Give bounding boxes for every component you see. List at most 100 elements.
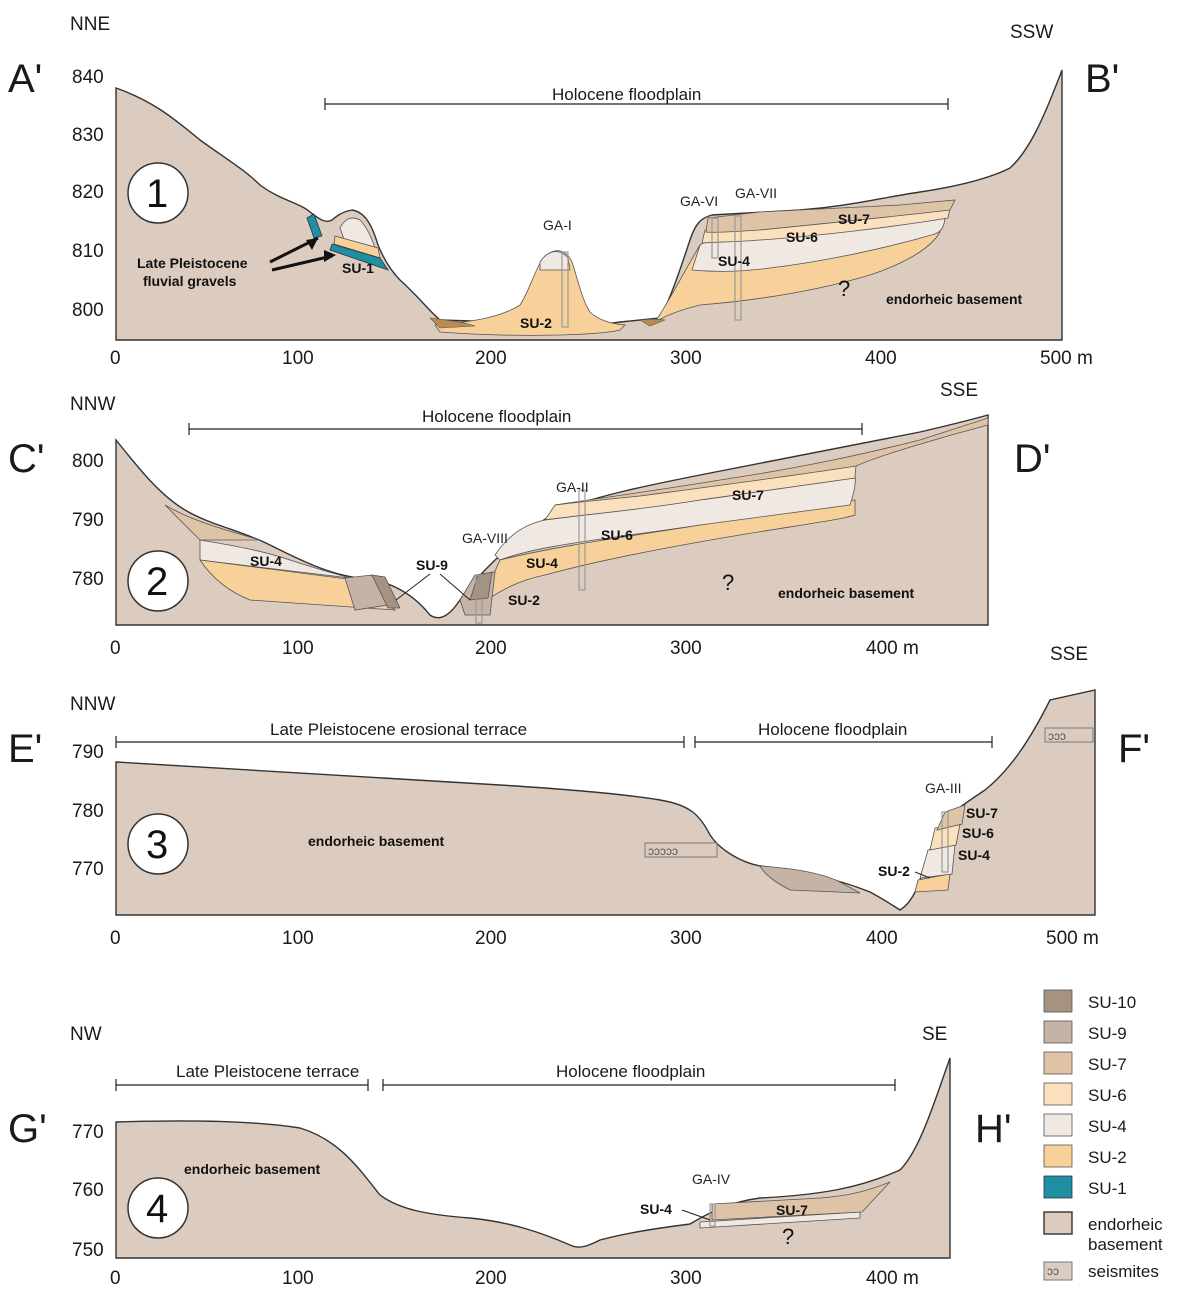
s3-terrace-bracket bbox=[115, 736, 685, 748]
s3-end-direction: SSE bbox=[1050, 644, 1088, 665]
s1-su1-upper bbox=[306, 213, 323, 239]
s2-su4-left-label: SU-4 bbox=[250, 553, 282, 569]
seismite-icon: ↄↄↄↄↄ bbox=[648, 844, 678, 858]
s1-x-tick: 400 bbox=[865, 348, 897, 369]
s1-su6-label: SU-6 bbox=[786, 229, 818, 245]
s2-y-tick: 790 bbox=[72, 510, 104, 531]
legend-label-line2: basement bbox=[1088, 1235, 1163, 1254]
s2-su9-leader bbox=[395, 573, 471, 601]
s2-su10-left bbox=[371, 574, 401, 609]
s3-seismites-left bbox=[644, 842, 718, 858]
s1-x-tick: 200 bbox=[475, 348, 507, 369]
s1-su4-label: SU-4 bbox=[718, 253, 750, 269]
s3-y-tick: 790 bbox=[72, 742, 104, 763]
seismite-icon: ↄↄↄ bbox=[1048, 729, 1066, 743]
s2-su9-label: SU-9 bbox=[416, 557, 448, 573]
s2-su6-label: SU-6 bbox=[601, 527, 633, 543]
s3-x-tick: 0 bbox=[110, 928, 121, 949]
legend-swatch-su2 bbox=[1043, 1144, 1073, 1168]
s1-su2-central bbox=[434, 250, 626, 336]
s2-su7-left bbox=[164, 504, 261, 541]
section-3: NNW SSE E' F' 790 780 770 Late Pleistoce… bbox=[8, 644, 1150, 949]
s2-su7-label: SU-7 bbox=[732, 487, 764, 503]
s4-x-tick: 100 bbox=[282, 1268, 314, 1289]
s1-borehole-ga-vii bbox=[734, 215, 742, 321]
s4-number: 4 bbox=[146, 1187, 168, 1231]
s1-borehole-ga-i bbox=[561, 251, 569, 328]
s3-x-tick: 300 bbox=[670, 928, 702, 949]
s1-borehole-ga-vi bbox=[711, 217, 719, 259]
s4-number-circle bbox=[127, 1177, 189, 1239]
s3-ga-iii-label: GA-III bbox=[925, 780, 962, 796]
legend-label: SU-7 bbox=[1088, 1055, 1127, 1074]
s3-su7-label: SU-7 bbox=[966, 805, 998, 821]
s4-su7-label: SU-7 bbox=[776, 1202, 808, 1218]
s2-bracket-label: Holocene floodplain bbox=[422, 407, 571, 426]
s1-y-tick: 830 bbox=[72, 125, 104, 146]
s1-x-tick: 100 bbox=[282, 348, 314, 369]
s1-number: 1 bbox=[146, 172, 168, 216]
s1-y-tick: 840 bbox=[72, 67, 104, 88]
s3-floodplain-label: Holocene floodplain bbox=[758, 720, 907, 739]
s4-basement-label: endorheic basement bbox=[184, 1161, 320, 1177]
s2-borehole-ga-viii bbox=[475, 574, 483, 624]
s1-y-tick: 820 bbox=[72, 182, 104, 203]
s4-terrace-bracket bbox=[115, 1079, 369, 1091]
s4-floodplain-label: Holocene floodplain bbox=[556, 1062, 705, 1081]
s3-su2 bbox=[914, 873, 951, 893]
s4-su4-leader bbox=[681, 1209, 711, 1221]
s1-y-tick: 810 bbox=[72, 241, 104, 262]
s1-su2-label: SU-2 bbox=[520, 315, 552, 331]
s3-end-label: F' bbox=[1118, 727, 1150, 771]
s2-end-label: D' bbox=[1014, 437, 1051, 481]
s4-floodplain-bracket bbox=[382, 1079, 896, 1091]
legend-swatch-su7 bbox=[1043, 1051, 1073, 1075]
s4-question-mark: ? bbox=[782, 1224, 794, 1249]
s1-bracket-label: Holocene floodplain bbox=[552, 85, 701, 104]
s2-ga-viii-label: GA-VIII bbox=[462, 530, 508, 546]
s3-start-label: E' bbox=[8, 727, 42, 771]
s4-ga-iv-label: GA-IV bbox=[692, 1171, 731, 1187]
legend-label: SU-10 bbox=[1088, 993, 1136, 1012]
s2-floodplain-bracket bbox=[188, 423, 863, 435]
s3-y-tick: 770 bbox=[72, 859, 104, 880]
s4-su7 bbox=[711, 1181, 891, 1221]
s3-su2-label: SU-2 bbox=[878, 863, 910, 879]
s1-start-label: A' bbox=[8, 57, 42, 101]
s2-x-tick: 100 bbox=[282, 638, 314, 659]
s1-start-direction: NNE bbox=[70, 14, 110, 35]
s1-ga-vi-label: GA-VI bbox=[680, 193, 718, 209]
s1-number-circle bbox=[127, 162, 189, 224]
s3-y-tick: 780 bbox=[72, 801, 104, 822]
legend-label: SU-1 bbox=[1088, 1179, 1127, 1198]
section-1: NNE SSW A' B' 840 830 820 810 800 Holoce… bbox=[8, 14, 1119, 369]
legend-label: endorheic bbox=[1088, 1215, 1163, 1234]
s1-basement-label: endorheic basement bbox=[886, 291, 1022, 307]
s4-y-tick: 750 bbox=[72, 1240, 104, 1261]
s3-x-tick: 100 bbox=[282, 928, 314, 949]
s4-basement bbox=[115, 1057, 951, 1259]
s3-number-circle bbox=[127, 813, 189, 875]
s1-x-tick: 500 m bbox=[1040, 348, 1093, 369]
s2-y-tick: 800 bbox=[72, 451, 104, 472]
s1-su7 bbox=[705, 199, 956, 233]
s2-start-direction: NNW bbox=[70, 394, 115, 415]
s4-start-direction: NW bbox=[70, 1024, 102, 1045]
s4-terrace-label: Late Pleistocene terrace bbox=[176, 1062, 359, 1081]
s1-end-direction: SSW bbox=[1010, 22, 1053, 43]
s1-dark-deposit bbox=[639, 318, 667, 327]
s1-gravels-label-1: Late Pleistocene bbox=[137, 255, 248, 271]
s2-x-tick: 400 m bbox=[866, 638, 919, 659]
legend-swatch-su9 bbox=[1043, 1020, 1073, 1044]
s1-floodplain-bracket bbox=[324, 98, 949, 110]
s1-dark-deposit bbox=[429, 317, 476, 329]
s2-su2-label: SU-2 bbox=[508, 592, 540, 608]
s3-x-tick: 500 m bbox=[1046, 928, 1099, 949]
s2-su4-label: SU-4 bbox=[526, 555, 558, 571]
s4-y-tick: 770 bbox=[72, 1122, 104, 1143]
s3-su4 bbox=[919, 844, 956, 879]
s4-x-tick: 400 m bbox=[866, 1268, 919, 1289]
s4-su4-label: SU-4 bbox=[640, 1201, 672, 1217]
s4-borehole-ga-iv bbox=[709, 1203, 716, 1227]
